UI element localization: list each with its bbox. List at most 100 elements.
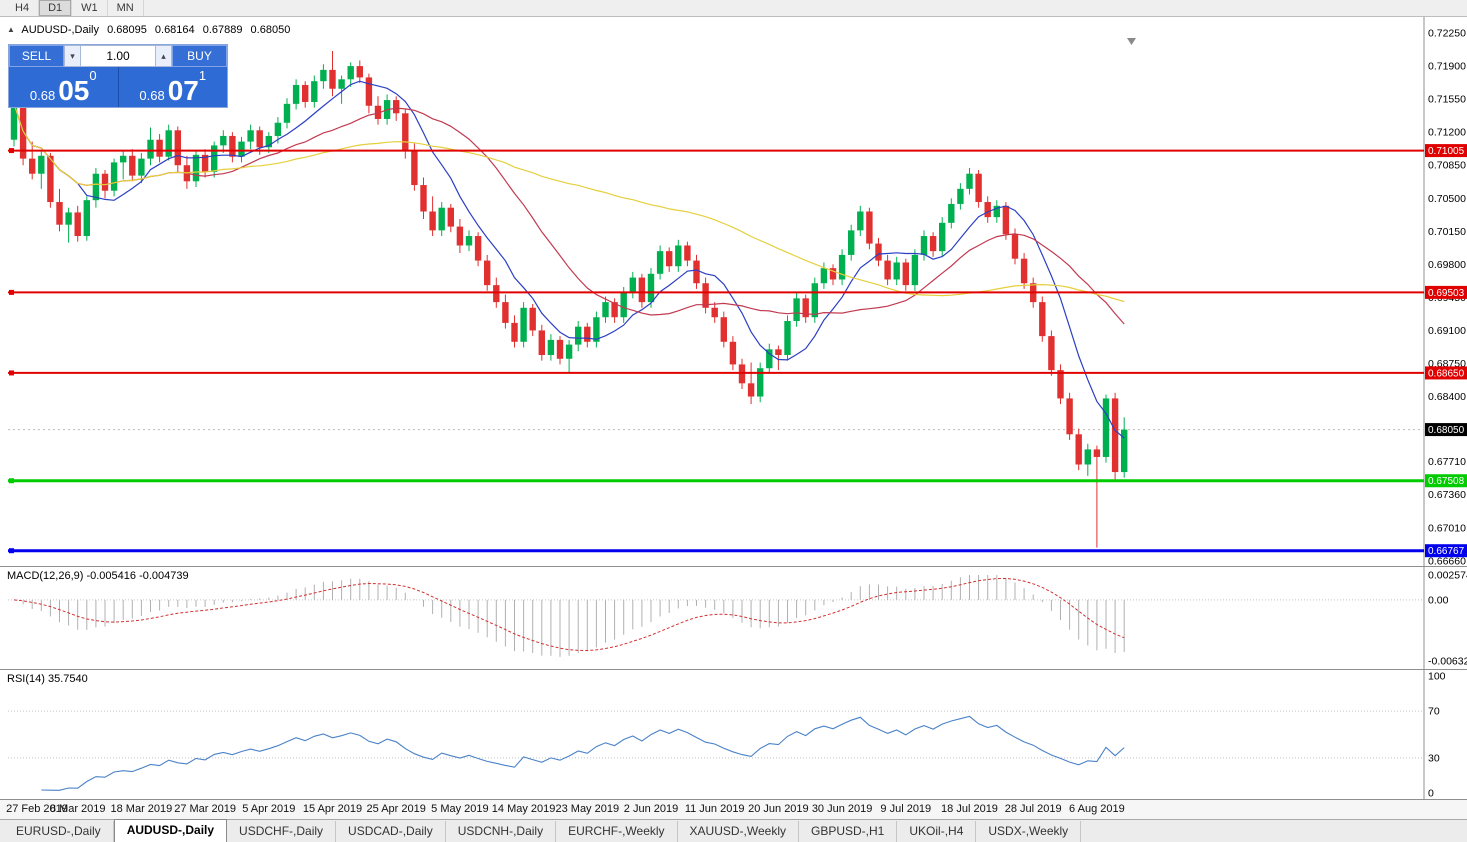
candles-layer <box>10 50 1128 548</box>
date-label: 9 Jul 2019 <box>880 803 932 815</box>
svg-text:0.70500: 0.70500 <box>1428 193 1466 205</box>
svg-text:0.69503: 0.69503 <box>1428 288 1465 299</box>
date-label: 5 May 2019 <box>431 803 489 815</box>
macd-signal-line <box>13 577 1125 652</box>
volume-decrease-button[interactable]: ▾ <box>64 45 81 67</box>
ohlc-open: 0.68095 <box>107 24 147 36</box>
ma-slow-yellow-line <box>13 103 1125 303</box>
buy-price-pipette: 1 <box>198 68 207 83</box>
svg-text:30: 30 <box>1428 752 1440 764</box>
date-label: 27 Feb 2019 <box>6 803 68 815</box>
chart-tab-usdchf-daily[interactable]: USDCHF-,Daily <box>227 821 337 842</box>
chart-shift-marker-icon <box>1127 38 1136 45</box>
chart-tab-usdx-weekly[interactable]: USDX-,Weekly <box>976 821 1082 842</box>
date-label: 5 Apr 2019 <box>242 803 296 815</box>
chart-symbol-label: AUDUSD-,Daily <box>21 24 99 36</box>
svg-text:0.66767: 0.66767 <box>1428 546 1465 557</box>
date-label: 23 May 2019 <box>555 803 620 815</box>
sell-price-pips: 05 <box>58 75 90 106</box>
svg-text:0.66660: 0.66660 <box>1428 555 1466 566</box>
timeframe-button-d1[interactable]: D1 <box>39 0 73 16</box>
chart-tab-ukoil-h4[interactable]: UKOil-,H4 <box>897 821 977 842</box>
ma-mid-red-line <box>13 103 1125 325</box>
svg-text:70: 70 <box>1428 706 1440 718</box>
ohlc-high: 0.68164 <box>154 24 195 36</box>
svg-text:0.67360: 0.67360 <box>1428 489 1466 501</box>
svg-text:0.67710: 0.67710 <box>1428 456 1466 468</box>
buy-price-pips: 07 <box>167 75 199 106</box>
chart-tab-usdcnh-daily[interactable]: USDCNH-,Daily <box>446 821 557 842</box>
volume-increase-button[interactable]: ▴ <box>155 45 172 67</box>
rsi-line <box>41 715 1125 791</box>
svg-text:0.00: 0.00 <box>1428 594 1449 606</box>
timeframe-button-h4[interactable]: H4 <box>6 0 40 16</box>
volume-input[interactable]: 1.00 <box>81 45 155 67</box>
svg-text:0.68050: 0.68050 <box>1428 425 1465 436</box>
chart-tab-eurchf-weekly[interactable]: EURCHF-,Weekly <box>556 821 678 842</box>
one-click-trading-panel: SELL ▾ 1.00 ▴ BUY 0.68 05 0 0.68 07 1 <box>8 44 228 108</box>
timeframe-button-w1[interactable]: W1 <box>72 0 108 16</box>
svg-text:0: 0 <box>1428 788 1434 800</box>
date-label: 27 Mar 2019 <box>174 803 236 815</box>
date-label: 2 Jun 2019 <box>623 803 679 815</box>
date-label: 11 Jun 2019 <box>684 803 745 815</box>
svg-text:0.70850: 0.70850 <box>1428 160 1466 172</box>
chevron-up-icon: ▴ <box>161 50 166 61</box>
svg-text:0.002574: 0.002574 <box>1428 570 1467 582</box>
date-label: 30 Jun 2019 <box>811 803 873 815</box>
svg-text:0.68650: 0.68650 <box>1428 368 1465 379</box>
sell-price-pipette: 0 <box>89 68 97 83</box>
svg-text:0.71005: 0.71005 <box>1428 146 1465 157</box>
buy-price-base: 0.68 <box>139 88 165 103</box>
svg-text:0.70150: 0.70150 <box>1428 226 1466 238</box>
svg-text:0.67010: 0.67010 <box>1428 522 1466 534</box>
svg-text:0.72250: 0.72250 <box>1428 28 1466 40</box>
ohlc-low: 0.67889 <box>202 24 243 36</box>
chart-tab-usdcad-daily[interactable]: USDCAD-,Daily <box>336 821 446 842</box>
date-label: 28 Jul 2019 <box>1004 803 1062 815</box>
svg-text:-0.006326: -0.006326 <box>1428 656 1467 668</box>
chart-tab-eurusd-daily[interactable]: EURUSD-,Daily <box>4 821 114 842</box>
chart-ohlc-readout: ▲ AUDUSD-,Daily 0.68095 0.68164 0.67889 … <box>7 24 290 36</box>
rsi-subwindow: 100 70 30 0 RSI(14) 35.7540 <box>0 669 1467 799</box>
chevron-down-icon: ▾ <box>70 50 75 61</box>
time-axis[interactable]: 27 Feb 2019 8 Mar 2019 18 Mar 2019 27 Mar 2… <box>0 799 1467 819</box>
buy-price-display[interactable]: 0.68 07 1 <box>117 67 228 107</box>
svg-text:0.71200: 0.71200 <box>1428 127 1466 139</box>
chart-tab-audusd-daily[interactable]: AUDUSD-,Daily <box>113 819 228 842</box>
ma-fast-blue-line <box>13 80 1125 439</box>
chart-window: 0.72250 0.71900 0.71550 0.71200 0.70850 0.705… <box>0 17 1467 566</box>
timeframe-button-mn[interactable]: MN <box>108 0 144 16</box>
date-label: 6 Aug 2019 <box>1069 803 1125 815</box>
svg-text:0.68400: 0.68400 <box>1428 391 1466 403</box>
date-label: 18 Mar 2019 <box>110 803 173 815</box>
date-label: 15 Apr 2019 <box>302 803 363 815</box>
buy-button[interactable]: BUY <box>172 45 227 67</box>
sell-button[interactable]: SELL <box>9 45 64 67</box>
macd-subwindow: 0.002574 0.00 -0.006326 MACD(12,26,9) -0.0… <box>0 566 1467 669</box>
date-label: 20 Jun 2019 <box>748 803 809 815</box>
macd-histogram <box>22 575 1125 657</box>
price-axis-badges: 0.71005 0.69503 0.68650 0.67508 0.66767 0.680… <box>1425 144 1467 558</box>
svg-text:0.71900: 0.71900 <box>1428 61 1466 73</box>
svg-text:0.71550: 0.71550 <box>1428 94 1466 106</box>
chart-symbol-icon: ▲ <box>7 25 15 34</box>
date-label: 18 Jul 2019 <box>941 803 998 815</box>
ohlc-close: 0.68050 <box>250 24 291 36</box>
price-chart-surface[interactable]: 0.72250 0.71900 0.71550 0.71200 0.70850 0.705… <box>0 17 1467 566</box>
date-label: 25 Apr 2019 <box>366 803 426 815</box>
svg-text:0.69800: 0.69800 <box>1428 259 1466 271</box>
date-label: 8 Mar 2019 <box>49 803 106 815</box>
sell-price-display[interactable]: 0.68 05 0 <box>9 67 118 107</box>
macd-chart-surface[interactable]: 0.002574 0.00 -0.006326 <box>0 567 1467 669</box>
horizontal-level-lines[interactable] <box>8 148 1424 554</box>
date-label: 14 May 2019 <box>491 803 556 815</box>
chart-tab-gbpusd-h1[interactable]: GBPUSD-,H1 <box>799 821 898 842</box>
svg-text:100: 100 <box>1428 671 1446 683</box>
svg-text:0.69100: 0.69100 <box>1428 325 1466 337</box>
rsi-chart-surface[interactable]: 100 70 30 0 <box>0 670 1467 799</box>
chart-tab-xauusd-weekly[interactable]: XAUUSD-,Weekly <box>678 821 799 842</box>
rsi-label: RSI(14) 35.7540 <box>7 673 88 685</box>
timeframe-toolbar: H4 D1 W1 MN <box>0 0 1467 17</box>
